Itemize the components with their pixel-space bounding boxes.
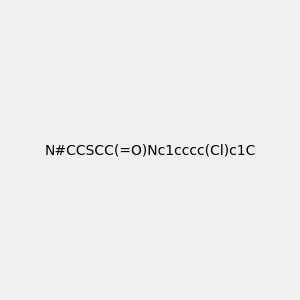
Text: N#CCSCC(=O)Nc1cccc(Cl)c1C: N#CCSCC(=O)Nc1cccc(Cl)c1C [44, 143, 256, 157]
